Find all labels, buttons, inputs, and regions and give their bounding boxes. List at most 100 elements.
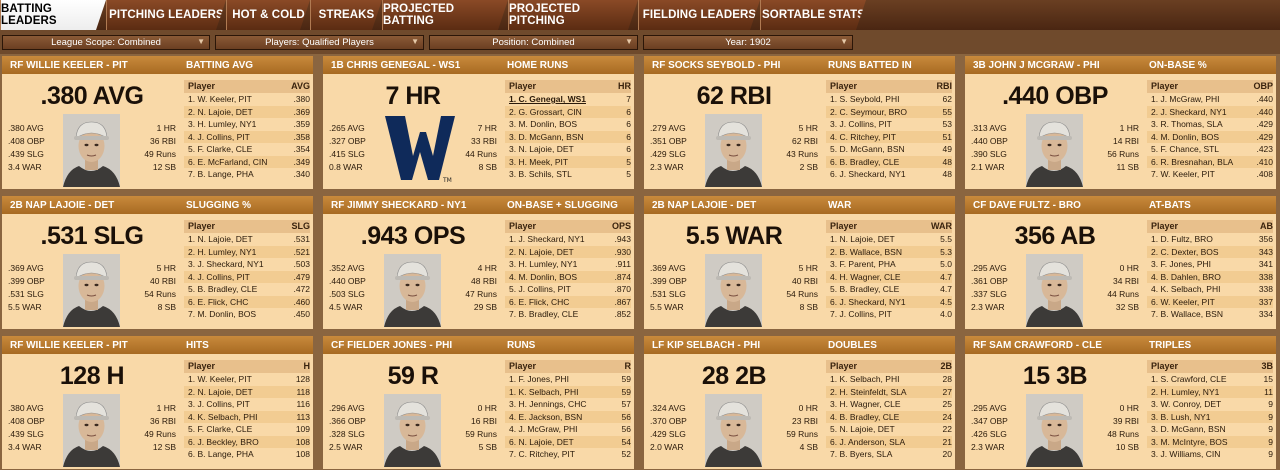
- leader-row[interactable]: 7. B. Wallace, BSN 334: [1147, 308, 1273, 321]
- leader-row[interactable]: 3. H. Lumley, NY1 .359: [184, 118, 310, 131]
- leader-row[interactable]: 2. C. Dexter, BOS 343: [1147, 245, 1273, 258]
- leader-row[interactable]: 7. W. Keeler, PIT .408: [1147, 168, 1273, 181]
- leader-row[interactable]: 6. E. Flick, CHC .867: [505, 295, 631, 308]
- featured-player[interactable]: 2B NAP LAJOIE - DET: [652, 200, 757, 211]
- leader-name[interactable]: 4. K. Selbach, PHI: [188, 411, 258, 422]
- leader-row[interactable]: 3. H. Wagner, CLE 25: [826, 398, 952, 411]
- leader-row[interactable]: 3. W. Conroy, DET 9: [1147, 398, 1273, 411]
- leader-row[interactable]: 1. W. Keeler, PIT 128: [184, 373, 310, 386]
- leader-row[interactable]: 3. M. Donlin, BOS 6: [505, 118, 631, 131]
- player-photo[interactable]: [384, 254, 441, 327]
- featured-player[interactable]: CF FIELDER JONES - PHI: [331, 340, 453, 351]
- leader-row[interactable]: 1. S. Crawford, CLE 15: [1147, 373, 1273, 386]
- leader-row[interactable]: 4. J. McGraw, PHI 56: [505, 423, 631, 436]
- leader-name[interactable]: 1. N. Lajoie, DET: [188, 234, 253, 244]
- player-photo[interactable]: [63, 394, 120, 467]
- leader-name[interactable]: 5. J. Collins, PIT: [509, 284, 571, 294]
- leader-name[interactable]: 3. H. Wagner, CLE: [830, 399, 901, 409]
- leader-row[interactable]: 1. N. Lajoie, DET .531: [184, 233, 310, 246]
- leader-row[interactable]: 2. B. Wallace, BSN 5.3: [826, 245, 952, 258]
- leader-row[interactable]: 3. R. Thomas, SLA .429: [1147, 118, 1273, 131]
- leader-name[interactable]: 6. E. Flick, CHC: [509, 296, 570, 307]
- leader-name[interactable]: 1. C. Genegal, WS1: [509, 94, 586, 104]
- leader-row[interactable]: 5. F. Clarke, CLE .354: [184, 143, 310, 156]
- column-stat[interactable]: OPS: [611, 221, 631, 231]
- leader-row[interactable]: 3. J. Collins, PIT 53: [826, 118, 952, 131]
- leader-row[interactable]: 6. B. Bradley, CLE 48: [826, 155, 952, 168]
- leader-name[interactable]: 2. N. Lajoie, DET: [188, 106, 253, 117]
- leader-name[interactable]: 3. J. Sheckard, NY1: [188, 259, 264, 269]
- tab-projected-pitching[interactable]: PROJECTED PITCHING: [508, 0, 638, 30]
- leader-name[interactable]: 2. J. Sheckard, NY1: [1151, 106, 1227, 117]
- player-photo[interactable]: [705, 394, 762, 467]
- column-player[interactable]: Player: [188, 81, 216, 91]
- leader-name[interactable]: 5. D. McGann, BSN: [830, 144, 905, 154]
- featured-player[interactable]: RF WILLIE KEELER - PIT: [10, 60, 128, 71]
- leader-name[interactable]: 3. H. Lumley, NY1: [509, 259, 578, 269]
- leader-name[interactable]: 3. D. McGann, BSN: [1151, 424, 1226, 434]
- tab-streaks[interactable]: STREAKS: [310, 0, 382, 30]
- leader-row[interactable]: 5. J. Collins, PIT .870: [505, 283, 631, 296]
- leader-row[interactable]: 2. H. Steinfeldt, SLA 27: [826, 385, 952, 398]
- leader-row[interactable]: 1. K. Selbach, PHI 59: [505, 385, 631, 398]
- leader-row[interactable]: 7. B. Byers, SLA 20: [826, 448, 952, 461]
- leader-row[interactable]: 4. J. Collins, PIT .479: [184, 270, 310, 283]
- leader-row[interactable]: 3. H. Jennings, CHC 57: [505, 398, 631, 411]
- leader-name[interactable]: 2. N. Lajoie, DET: [509, 246, 574, 257]
- leader-name[interactable]: 5. F. Clarke, CLE: [188, 424, 253, 434]
- leader-row[interactable]: 4. M. Donlin, BOS .874: [505, 270, 631, 283]
- leader-name[interactable]: 1. D. Fultz, BRO: [1151, 234, 1213, 244]
- leader-name[interactable]: 4. C. Ritchey, PIT: [830, 131, 896, 142]
- column-player[interactable]: Player: [1151, 361, 1179, 371]
- leader-row[interactable]: 7. B. Lange, PHA .340: [184, 168, 310, 181]
- leader-name[interactable]: 6. J. Sheckard, NY1: [830, 169, 906, 179]
- leader-name[interactable]: 3. D. McGann, BSN: [509, 131, 584, 142]
- leader-row[interactable]: 5. N. Lajoie, DET 22: [826, 423, 952, 436]
- featured-player[interactable]: 3B JOHN J MCGRAW - PHI: [973, 60, 1100, 71]
- leader-name[interactable]: 7. B. Byers, SLA: [830, 449, 893, 459]
- leader-name[interactable]: 1. F. Jones, PHI: [509, 374, 569, 384]
- leader-name[interactable]: 1. K. Selbach, PHI: [830, 374, 900, 384]
- leader-name[interactable]: 4. B. Dahlen, BRO: [1151, 271, 1221, 282]
- column-player[interactable]: Player: [830, 361, 858, 371]
- leader-name[interactable]: 3. B. Schils, STL: [509, 169, 572, 179]
- leader-row[interactable]: 1. C. Genegal, WS1 7: [505, 93, 631, 106]
- leader-row[interactable]: 2. N. Lajoie, DET 118: [184, 385, 310, 398]
- leader-row[interactable]: 6. B. Lange, PHA 108: [184, 448, 310, 461]
- leader-row[interactable]: 2. N. Lajoie, DET .369: [184, 105, 310, 118]
- leader-row[interactable]: 1. J. McGraw, PHI .440: [1147, 93, 1273, 106]
- featured-player[interactable]: RF WILLIE KEELER - PIT: [10, 340, 128, 351]
- leader-name[interactable]: 1. J. Sheckard, NY1: [509, 234, 585, 244]
- leader-row[interactable]: 4. B. Bradley, CLE 24: [826, 410, 952, 423]
- player-photo[interactable]: [1026, 394, 1083, 467]
- featured-player[interactable]: 2B NAP LAJOIE - DET: [10, 200, 115, 211]
- leader-name[interactable]: 4. K. Selbach, PHI: [1151, 284, 1221, 294]
- leader-row[interactable]: 1. F. Jones, PHI 59: [505, 373, 631, 386]
- leader-name[interactable]: 6. R. Bresnahan, BLA: [1151, 156, 1234, 167]
- leader-name[interactable]: 6. N. Lajoie, DET: [509, 436, 574, 447]
- league-scope-dropdown[interactable]: League Scope: Combined ▼: [2, 35, 210, 50]
- leader-name[interactable]: 1. S. Crawford, CLE: [1151, 374, 1227, 384]
- leader-name[interactable]: 3. J. Williams, CIN: [1151, 449, 1221, 459]
- column-stat[interactable]: AVG: [291, 81, 310, 91]
- leader-row[interactable]: 3. H. Lumley, NY1 .911: [505, 258, 631, 271]
- leader-name[interactable]: 1. K. Selbach, PHI: [509, 386, 579, 397]
- leader-name[interactable]: 6. E. Flick, CHC: [188, 296, 249, 307]
- leader-name[interactable]: 7. W. Keeler, PIT: [1151, 169, 1215, 179]
- leader-name[interactable]: 4. M. Donlin, BOS: [1151, 131, 1220, 142]
- leader-row[interactable]: 2. H. Lumley, NY1 .521: [184, 245, 310, 258]
- leader-row[interactable]: 1. N. Lajoie, DET 5.5: [826, 233, 952, 246]
- leader-name[interactable]: 3. R. Thomas, SLA: [1151, 119, 1223, 129]
- leader-row[interactable]: 6. W. Keeler, PIT 337: [1147, 295, 1273, 308]
- leader-name[interactable]: 1. N. Lajoie, DET: [830, 234, 895, 244]
- column-stat[interactable]: AB: [1260, 221, 1273, 231]
- leader-row[interactable]: 4. K. Selbach, PHI 113: [184, 410, 310, 423]
- column-player[interactable]: Player: [509, 221, 537, 231]
- leader-name[interactable]: 3. W. Conroy, DET: [1151, 399, 1222, 409]
- player-photo[interactable]: [63, 254, 120, 327]
- column-stat[interactable]: H: [303, 361, 311, 371]
- leader-row[interactable]: 1. D. Fultz, BRO 356: [1147, 233, 1273, 246]
- leader-name[interactable]: 1. S. Seybold, PHI: [830, 94, 900, 104]
- player-photo[interactable]: [384, 394, 441, 467]
- featured-player[interactable]: 1B CHRIS GENEGAL - WS1: [331, 60, 461, 71]
